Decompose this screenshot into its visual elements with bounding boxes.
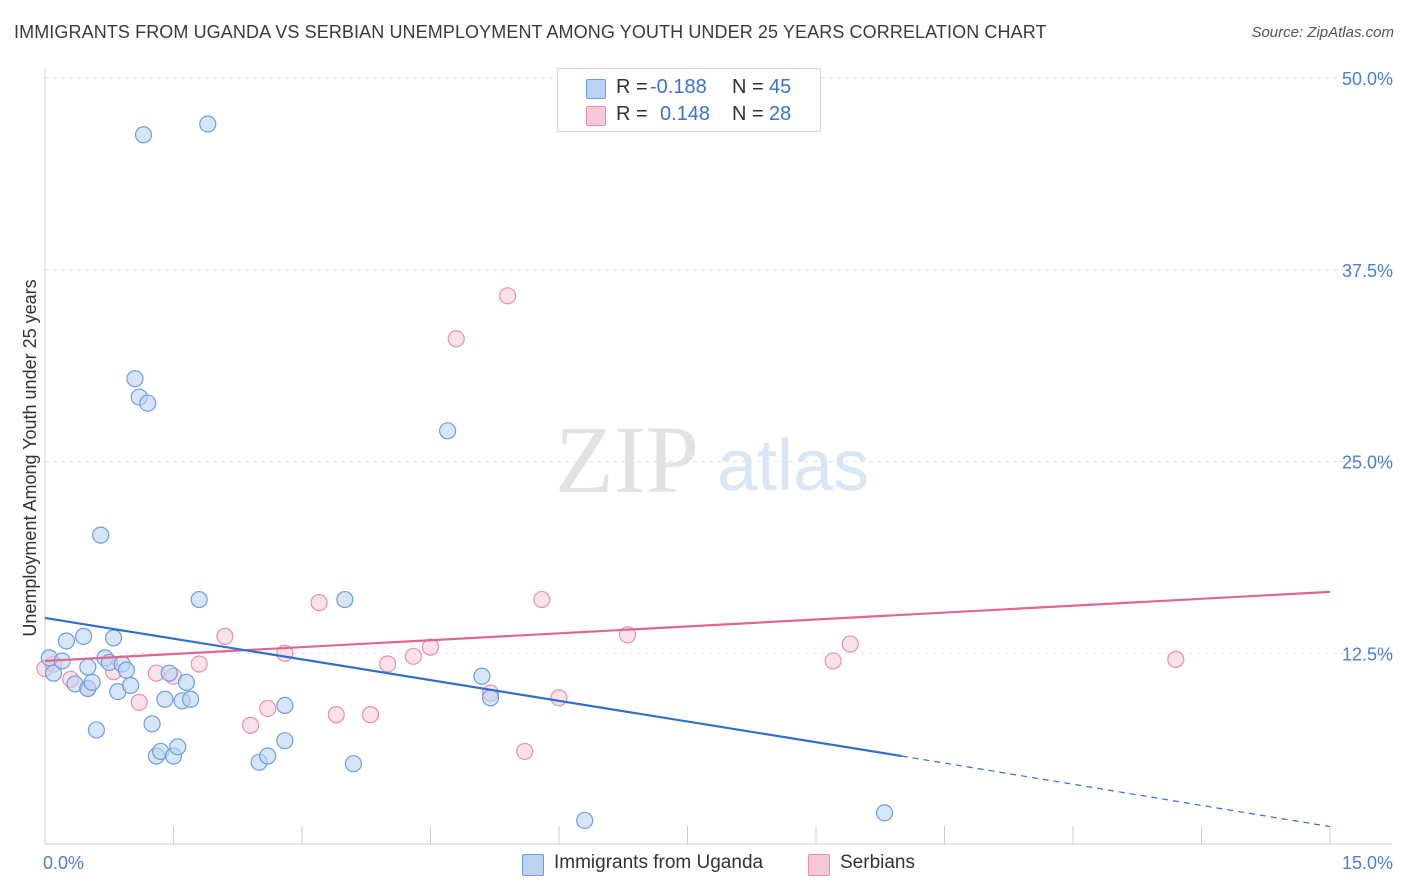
legend-n-value: 28 (769, 103, 792, 125)
y-tick-label: 50.0% (1342, 69, 1393, 89)
uganda-point (117, 661, 135, 679)
serbians-point (841, 635, 859, 653)
uganda-point (126, 370, 144, 388)
uganda-point (276, 696, 294, 715)
chart-source: Source: ZipAtlas.com (1251, 24, 1394, 41)
uganda-point (875, 804, 894, 822)
uganda-swatch (586, 79, 606, 99)
uganda-point (139, 394, 157, 412)
serbians-point (516, 742, 534, 761)
uganda-series (40, 115, 894, 830)
uganda-point (122, 676, 140, 695)
serbians-trend-line (44, 590, 1331, 663)
serbians-point (242, 716, 260, 734)
serbians-swatch (808, 854, 830, 876)
chart-title: IMMIGRANTS FROM UGANDA VS SERBIAN UNEMPL… (14, 22, 1047, 42)
uganda-point (177, 673, 195, 691)
legend-n-label: N = (732, 103, 764, 125)
serbians-point (404, 647, 422, 665)
uganda-point (83, 673, 101, 691)
watermark: ZIP atlas (555, 406, 869, 513)
uganda-point (57, 632, 76, 650)
uganda-point (92, 526, 110, 544)
uganda-point (134, 126, 153, 144)
y-tick-labels: 12.5% 25.0% 37.5% 50.0% (1342, 69, 1393, 664)
watermark-atlas: atlas (717, 426, 869, 506)
uganda-point (473, 667, 491, 685)
uganda-point (199, 115, 217, 133)
legend-r-value: -0.188 (650, 76, 707, 98)
x-tick-label: 0.0% (43, 853, 84, 873)
uganda-trend-line (44, 616, 902, 758)
serbians-point (1167, 650, 1185, 668)
serbians-point (499, 287, 517, 305)
uganda-point (336, 590, 354, 609)
x-tick-labels: 0.0% 15.0% (43, 853, 1393, 873)
bottom-legend-uganda-label: Immigrants from Uganda (554, 852, 764, 873)
uganda-point (104, 629, 123, 647)
uganda-point (276, 732, 294, 750)
legend-r-label: R = (616, 76, 648, 98)
serbians-point (216, 627, 234, 645)
grid-lines (45, 77, 1392, 654)
x-tick-label: 15.0% (1342, 853, 1393, 873)
legend-r-label: R = (616, 103, 648, 125)
uganda-point (259, 747, 277, 765)
serbians-point (533, 590, 551, 609)
uganda-point (481, 689, 500, 707)
legend-n-label: N = (732, 76, 764, 98)
uganda-point (143, 715, 161, 733)
uganda-point (182, 690, 200, 708)
serbians-point (361, 706, 380, 724)
serbians-point (447, 330, 465, 348)
serbians-point (550, 689, 568, 707)
uganda-point (156, 690, 174, 708)
serbians-point (310, 594, 328, 612)
serbians-point (130, 693, 148, 711)
serbians-point (190, 655, 208, 673)
y-tick-label: 12.5% (1342, 644, 1393, 664)
uganda-point (160, 664, 178, 682)
axes (44, 68, 1392, 845)
trend-lines (44, 590, 1331, 828)
uganda-point (79, 658, 97, 676)
uganda-point (87, 721, 106, 739)
serbians-series (36, 287, 1185, 761)
serbians-swatch (586, 106, 606, 126)
uganda-point (169, 738, 187, 756)
serbians-point (259, 699, 277, 718)
uganda-point (190, 590, 208, 609)
y-tick-label: 25.0% (1342, 453, 1393, 473)
legend: R = -0.188 N = 45 R = 0.148 N = 28 (557, 68, 821, 132)
uganda-point (344, 755, 362, 773)
serbians-point (327, 706, 345, 724)
bottom-legend-serbians-label: Serbians (840, 852, 915, 873)
y-axis-label: Unemployment Among Youth under 25 years (20, 279, 40, 636)
uganda-point (576, 811, 594, 830)
uganda-swatch (522, 854, 544, 876)
uganda-trend-extension (901, 755, 1331, 828)
serbians-point (824, 652, 842, 670)
legend-n-value: 45 (769, 76, 792, 98)
serbians-point (379, 655, 397, 673)
legend-r-value: 0.148 (660, 103, 711, 125)
uganda-point (439, 422, 457, 440)
uganda-point (74, 627, 93, 645)
y-tick-label: 37.5% (1342, 261, 1393, 281)
watermark-zip: ZIP (555, 406, 699, 513)
uganda-point (44, 664, 63, 682)
